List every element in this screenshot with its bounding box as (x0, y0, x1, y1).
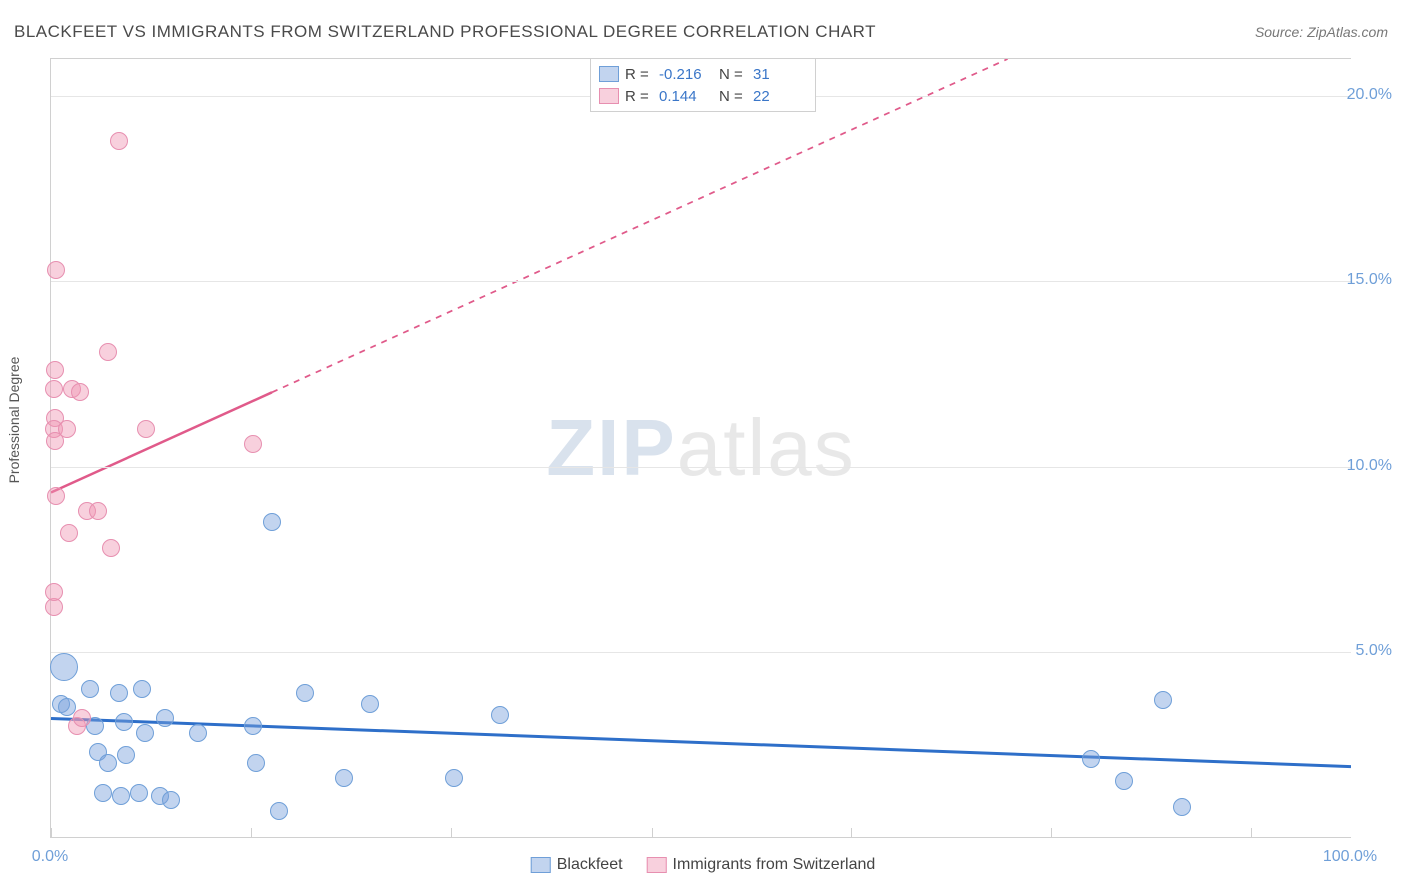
x-tick (251, 828, 252, 838)
y-axis-label: Professional Degree (6, 357, 22, 484)
gridline (51, 467, 1351, 468)
data-point (102, 539, 120, 557)
data-point (46, 361, 64, 379)
legend-label: Blackfeet (557, 856, 623, 873)
data-point (45, 380, 63, 398)
data-point (296, 684, 314, 702)
data-point (270, 802, 288, 820)
gridline (51, 281, 1351, 282)
data-point (137, 420, 155, 438)
data-point (133, 680, 151, 698)
data-point (445, 769, 463, 787)
data-point (58, 420, 76, 438)
legend-row: R = -0.216 N = 31 (599, 63, 807, 85)
data-point (47, 487, 65, 505)
y-tick-label: 20.0% (1347, 86, 1392, 104)
data-point (244, 717, 262, 735)
gridline (51, 652, 1351, 653)
x-tick (451, 828, 452, 838)
x-tick-label: 100.0% (1323, 848, 1377, 866)
x-tick (1051, 828, 1052, 838)
data-point (491, 706, 509, 724)
data-point (162, 791, 180, 809)
data-point (189, 724, 207, 742)
x-tick (851, 828, 852, 838)
legend-n-label: N = (719, 88, 747, 105)
legend-r-label: R = (625, 88, 653, 105)
data-point (130, 784, 148, 802)
watermark-bold: ZIP (546, 403, 676, 492)
watermark: ZIPatlas (546, 402, 855, 494)
data-point (110, 684, 128, 702)
data-point (1082, 750, 1100, 768)
data-point (71, 383, 89, 401)
legend-r-label: R = (625, 66, 653, 83)
data-point (115, 713, 133, 731)
data-point (112, 787, 130, 805)
legend-item: Blackfeet (531, 856, 623, 874)
data-point (136, 724, 154, 742)
data-point (89, 502, 107, 520)
data-point (73, 709, 91, 727)
trend-line-solid (51, 392, 272, 492)
legend-correlation: R = -0.216 N = 31 R = 0.144 N = 22 (590, 58, 816, 112)
legend-swatch (647, 857, 667, 873)
data-point (99, 754, 117, 772)
legend-r-value: -0.216 (659, 66, 713, 83)
data-point (244, 435, 262, 453)
data-point (1115, 772, 1133, 790)
legend-n-value: 31 (753, 66, 807, 83)
source-label: Source: ZipAtlas.com (1255, 24, 1388, 40)
y-tick-label: 5.0% (1356, 642, 1392, 660)
watermark-rest: atlas (677, 403, 856, 492)
data-point (1173, 798, 1191, 816)
legend-swatch (599, 66, 619, 82)
data-point (60, 524, 78, 542)
legend-r-value: 0.144 (659, 88, 713, 105)
x-tick (652, 828, 653, 838)
data-point (117, 746, 135, 764)
data-point (361, 695, 379, 713)
y-tick-label: 15.0% (1347, 271, 1392, 289)
data-point (156, 709, 174, 727)
legend-item: Immigrants from Switzerland (647, 856, 876, 874)
data-point (50, 653, 78, 681)
data-point (1154, 691, 1172, 709)
data-point (58, 698, 76, 716)
data-point (81, 680, 99, 698)
data-point (335, 769, 353, 787)
data-point (47, 261, 65, 279)
chart-title: BLACKFEET VS IMMIGRANTS FROM SWITZERLAND… (14, 22, 876, 42)
data-point (45, 583, 63, 601)
data-point (99, 343, 117, 361)
y-tick-label: 10.0% (1347, 457, 1392, 475)
legend-swatch (599, 88, 619, 104)
data-point (247, 754, 265, 772)
data-point (110, 132, 128, 150)
plot-area: ZIPatlas (50, 58, 1351, 838)
legend-n-value: 22 (753, 88, 807, 105)
legend-row: R = 0.144 N = 22 (599, 85, 807, 107)
x-tick (51, 828, 52, 838)
legend-label: Immigrants from Switzerland (673, 856, 876, 873)
data-point (263, 513, 281, 531)
x-tick (1251, 828, 1252, 838)
legend-n-label: N = (719, 66, 747, 83)
x-tick-label: 0.0% (32, 848, 68, 866)
legend-series: Blackfeet Immigrants from Switzerland (531, 856, 876, 874)
data-point (94, 784, 112, 802)
legend-swatch (531, 857, 551, 873)
